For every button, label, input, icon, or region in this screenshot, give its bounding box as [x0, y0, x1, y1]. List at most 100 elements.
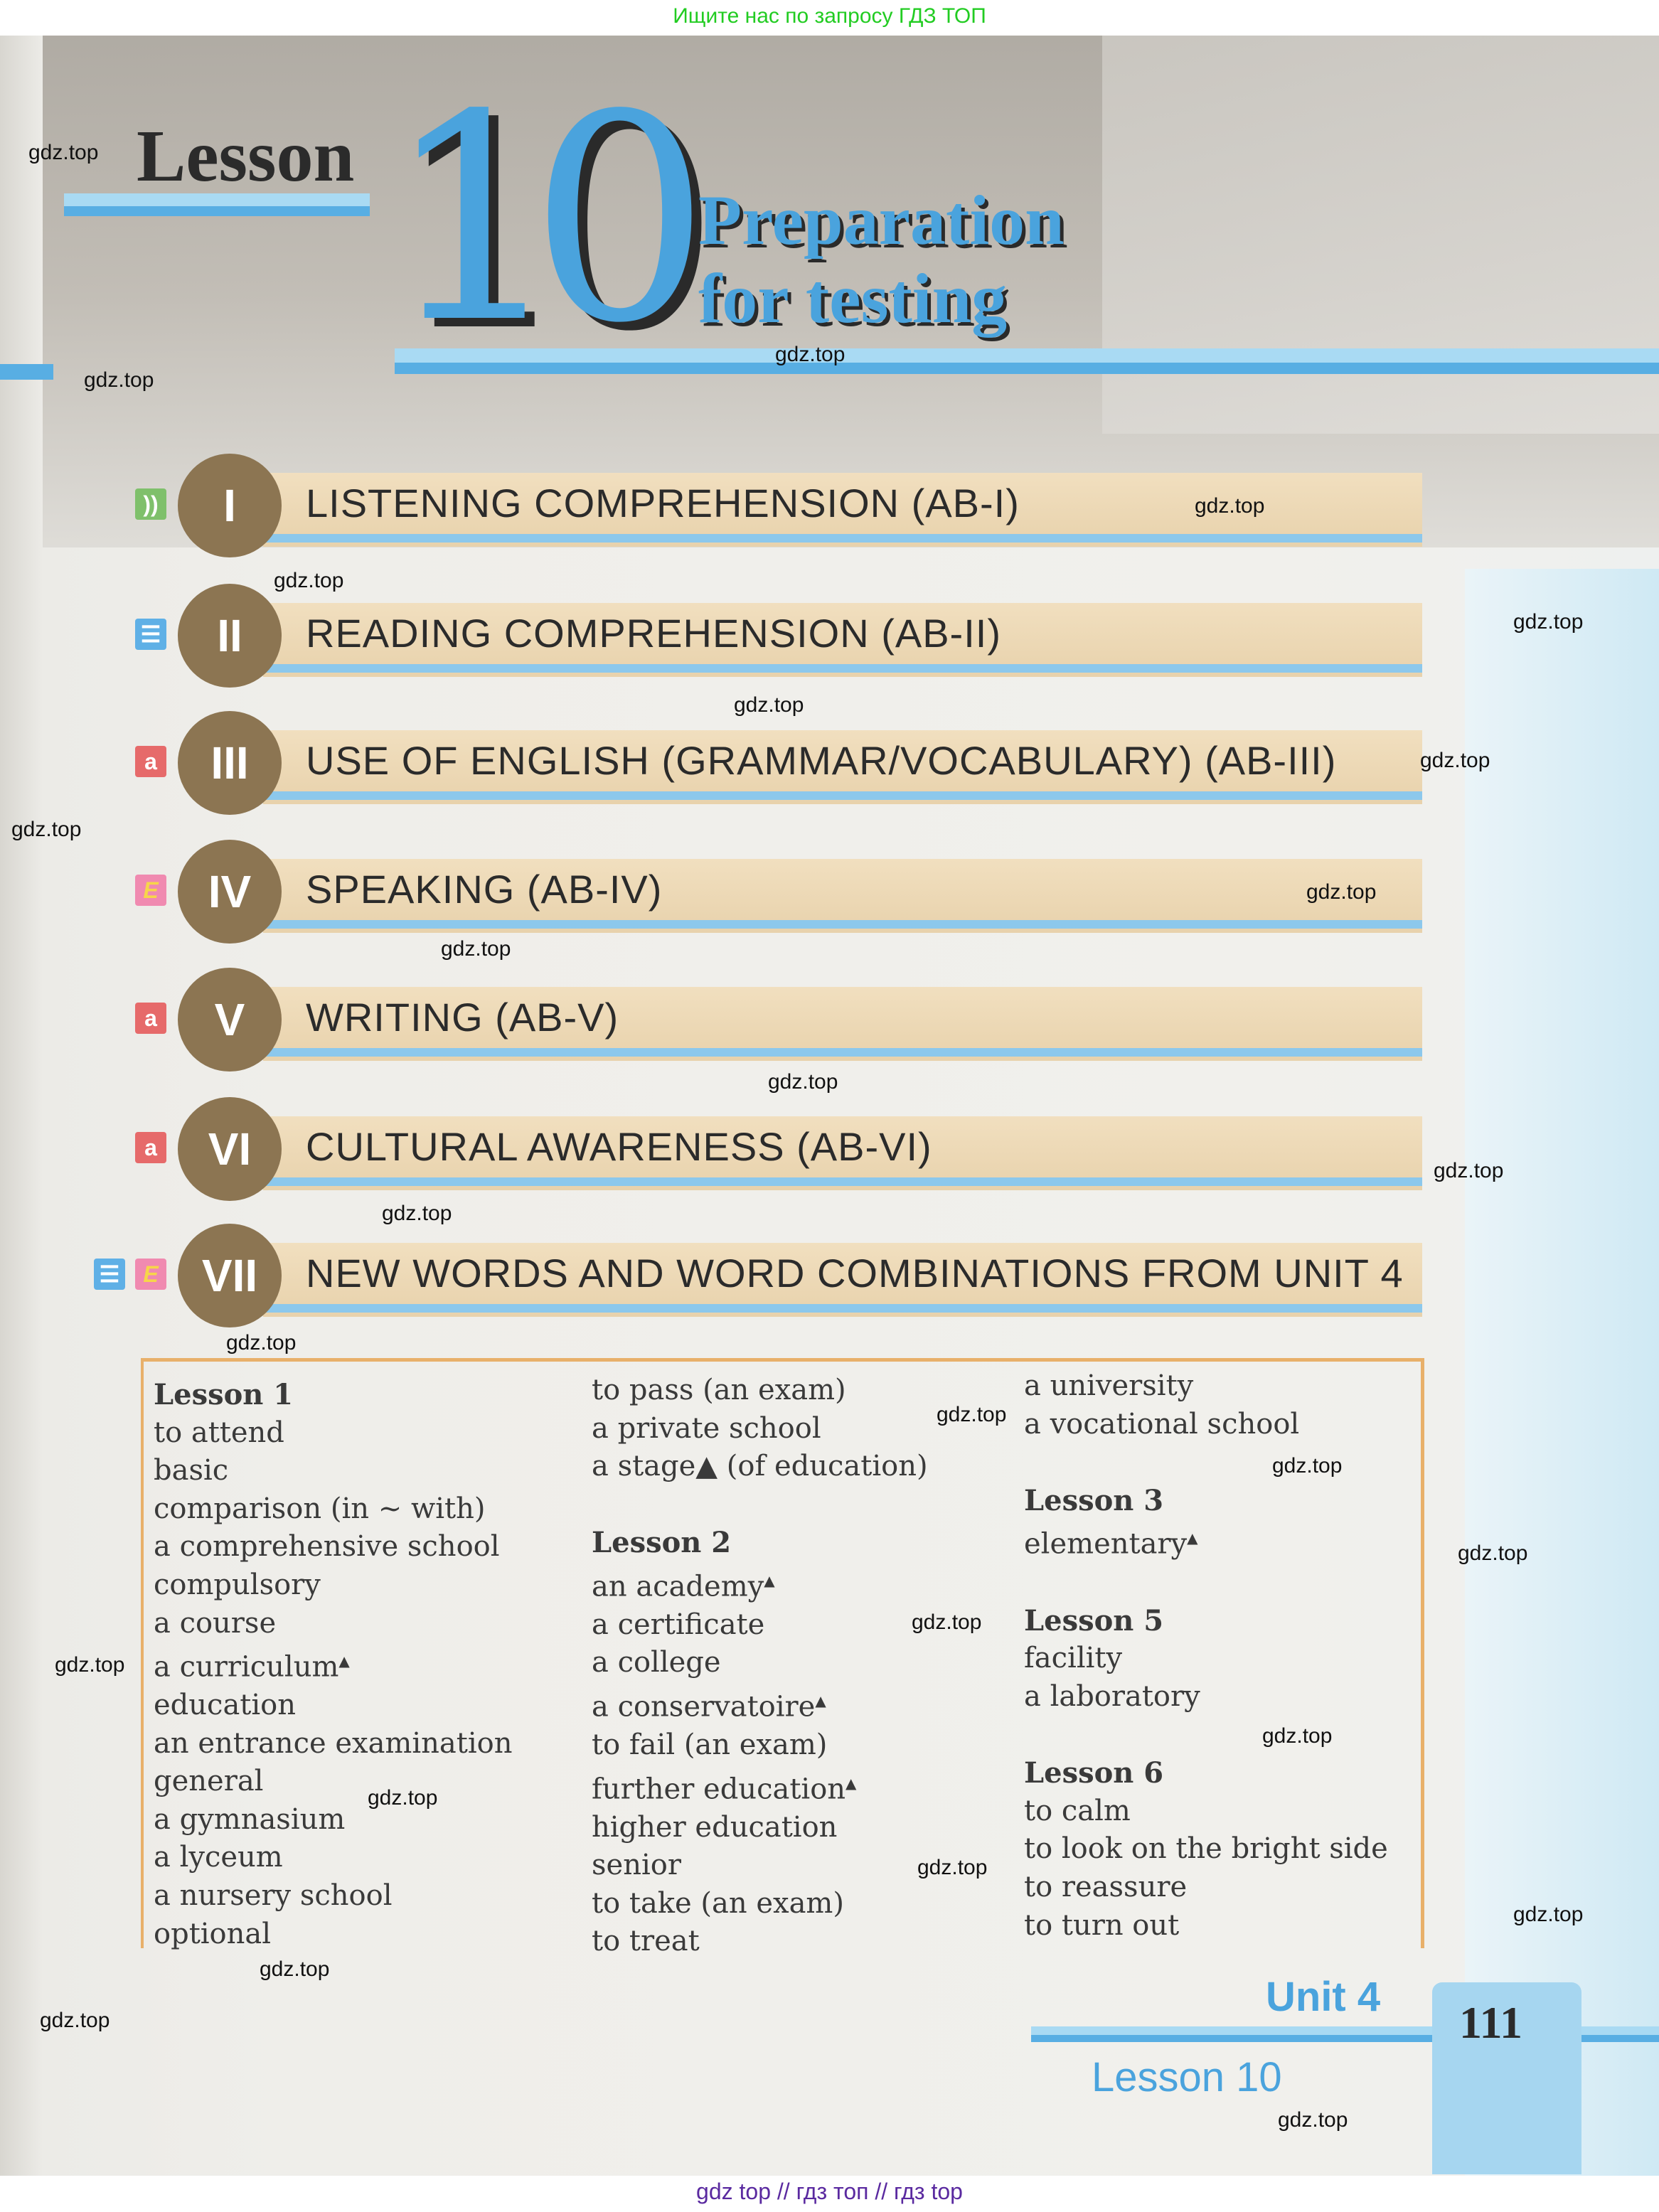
watermark: gdz.top [260, 1957, 330, 1981]
vocab-lesson-heading: Lesson 1 [154, 1376, 512, 1414]
section-underline [263, 1304, 1422, 1313]
section-numeral: V [178, 968, 282, 1072]
watermark: gdz.top [1272, 1454, 1343, 1478]
vocab-item: a vocational school [1024, 1406, 1388, 1444]
vocab-item: basic [154, 1452, 512, 1490]
vocab-item: education [154, 1687, 512, 1725]
watermark: gdz.top [775, 343, 845, 366]
vocab-text: Lesson 6 [1024, 1756, 1164, 1790]
vocab-item: to turn out [1024, 1907, 1388, 1945]
watermark: gdz.top [274, 569, 344, 592]
vocab-item: senior [592, 1847, 928, 1885]
speaking-icon: E [135, 875, 166, 906]
vocab-item: higher education [592, 1809, 928, 1847]
vocab-item: facility [1024, 1640, 1388, 1678]
watermark: gdz.top [226, 1331, 297, 1355]
vocab-item: further education▲ [592, 1765, 928, 1809]
writing-icon: a [135, 1132, 166, 1163]
active-vocab-marker-icon: ▲ [764, 1571, 775, 1589]
vocab-text: an academy [592, 1570, 764, 1603]
watermark: gdz.top [1513, 610, 1584, 634]
vocab-text: an entrance examination [154, 1726, 513, 1760]
vocab-text: to treat [592, 1925, 700, 1958]
vocab-item: a certificate [592, 1606, 928, 1645]
section-title: LISTENING COMPREHENSION (AB-I) [306, 481, 1020, 525]
watermark: gdz.top [84, 368, 154, 392]
vocab-lesson-heading: Lesson 6 [1024, 1754, 1388, 1792]
vocab-item: a conservatoire▲ [592, 1682, 928, 1726]
watermark: gdz.top [28, 141, 99, 164]
vocab-item: a college [592, 1644, 928, 1682]
vocab-text: to fail (an exam) [592, 1729, 828, 1761]
vocab-item: a university [1024, 1367, 1388, 1406]
watermark: gdz.top [937, 1403, 1007, 1426]
section-VII: VII NEW WORDS AND WORD COMBINATIONS FROM … [94, 1222, 1422, 1328]
vocab-text: a stage▲ (of education) [592, 1450, 928, 1483]
watermark: gdz.top [912, 1610, 982, 1634]
vocab-text: a conservatoire [592, 1690, 816, 1724]
section-II: II READING COMPREHENSION (AB-II) ☰ [135, 582, 1422, 688]
watermark: gdz.top [917, 1856, 988, 1879]
section-title: READING COMPREHENSION (AB-II) [306, 611, 1001, 656]
footer-bar [1031, 2035, 1659, 2042]
vocab-text: to calm [1024, 1794, 1131, 1827]
vocab-column-2: to pass (an exam) a private school a stage… [592, 1372, 928, 1961]
watermark: gdz.top [1434, 1159, 1504, 1182]
watermark: gdz.top [734, 693, 804, 717]
lesson-title-line2: for testing [698, 259, 1008, 338]
vocab-item: a comprehensive school [154, 1528, 512, 1566]
vocab-text: facility [1024, 1642, 1123, 1675]
vocab-text: senior [592, 1849, 681, 1882]
section-VI: VI CULTURAL AWARENESS (AB-VI) a [135, 1095, 1422, 1202]
vocab-text: a nursery school [154, 1879, 393, 1913]
watermark: gdz.top [1262, 1724, 1333, 1748]
vocab-item: general [154, 1763, 512, 1801]
vocab-text: Lesson 2 [592, 1526, 732, 1560]
lesson-title-line1: Preparation [698, 181, 1065, 260]
vocab-text: to turn out [1024, 1908, 1180, 1942]
vocab-item: a curriculum▲ [154, 1642, 512, 1687]
vocab-text: compulsory [154, 1568, 321, 1601]
section-numeral: VII [178, 1224, 282, 1327]
vocab-text: a private school [592, 1411, 821, 1445]
section-underline [263, 664, 1422, 673]
vocab-text: a vocational school [1024, 1407, 1300, 1441]
vocab-text: further education [592, 1772, 846, 1805]
vocab-column-1: Lesson 1 to attend basic comparison (in ~ w… [154, 1376, 512, 1953]
vocab-text: Lesson 1 [154, 1378, 294, 1411]
listening-icon: )) [135, 488, 166, 520]
vocab-item: to fail (an exam) [592, 1726, 928, 1765]
vocab-lesson-heading: Lesson 5 [1024, 1602, 1388, 1640]
vocab-lesson-heading: Lesson 3 [1024, 1482, 1388, 1520]
section-IV: IV SPEAKING (AB-IV) E [135, 838, 1422, 944]
vocab-text: comparison (in ~ with) [154, 1492, 486, 1525]
vocab-item: to attend [154, 1414, 512, 1453]
section-title: USE OF ENGLISH (GRAMMAR/VOCABULARY) (AB-… [306, 738, 1337, 783]
vocab-text: a gymnasium [154, 1802, 346, 1836]
vocab-text: basic [154, 1454, 229, 1487]
lesson-number: 10 [384, 55, 710, 385]
section-title: CULTURAL AWARENESS (AB-VI) [306, 1124, 932, 1169]
vocab-text: higher education [592, 1810, 838, 1844]
vocab-item: to treat [592, 1923, 928, 1961]
section-numeral: II [178, 584, 282, 688]
active-vocab-marker-icon: ▲ [815, 1692, 826, 1710]
top-banner[interactable]: Ищите нас по запросу ГДЗ ТОП [0, 0, 1659, 36]
vocab-item: to look on the bright side [1024, 1830, 1388, 1869]
vocab-item: a laboratory [1024, 1678, 1388, 1716]
section-III: III USE OF ENGLISH (GRAMMAR/VOCABULARY) (… [135, 709, 1422, 816]
vocab-item: optional [154, 1916, 512, 1954]
bottom-banner[interactable]: gdz top // гдз топ // гдз top [0, 2176, 1659, 2212]
vocab-text: general [154, 1765, 264, 1798]
vocab-item: a stage▲ (of education) [592, 1448, 928, 1486]
page-number: 111 [1459, 1997, 1522, 2048]
writing-icon: a [135, 1003, 166, 1034]
section-title: WRITING (AB-V) [306, 995, 619, 1040]
watermark: gdz.top [1458, 1542, 1528, 1565]
vocab-text: to reassure [1024, 1871, 1188, 1904]
vocab-text: a course [154, 1606, 277, 1640]
watermark: gdz.top [11, 818, 82, 841]
vocab-text: elementary [1024, 1527, 1188, 1561]
vocab-item: a course [154, 1605, 512, 1643]
watermark: gdz.top [1420, 749, 1490, 772]
